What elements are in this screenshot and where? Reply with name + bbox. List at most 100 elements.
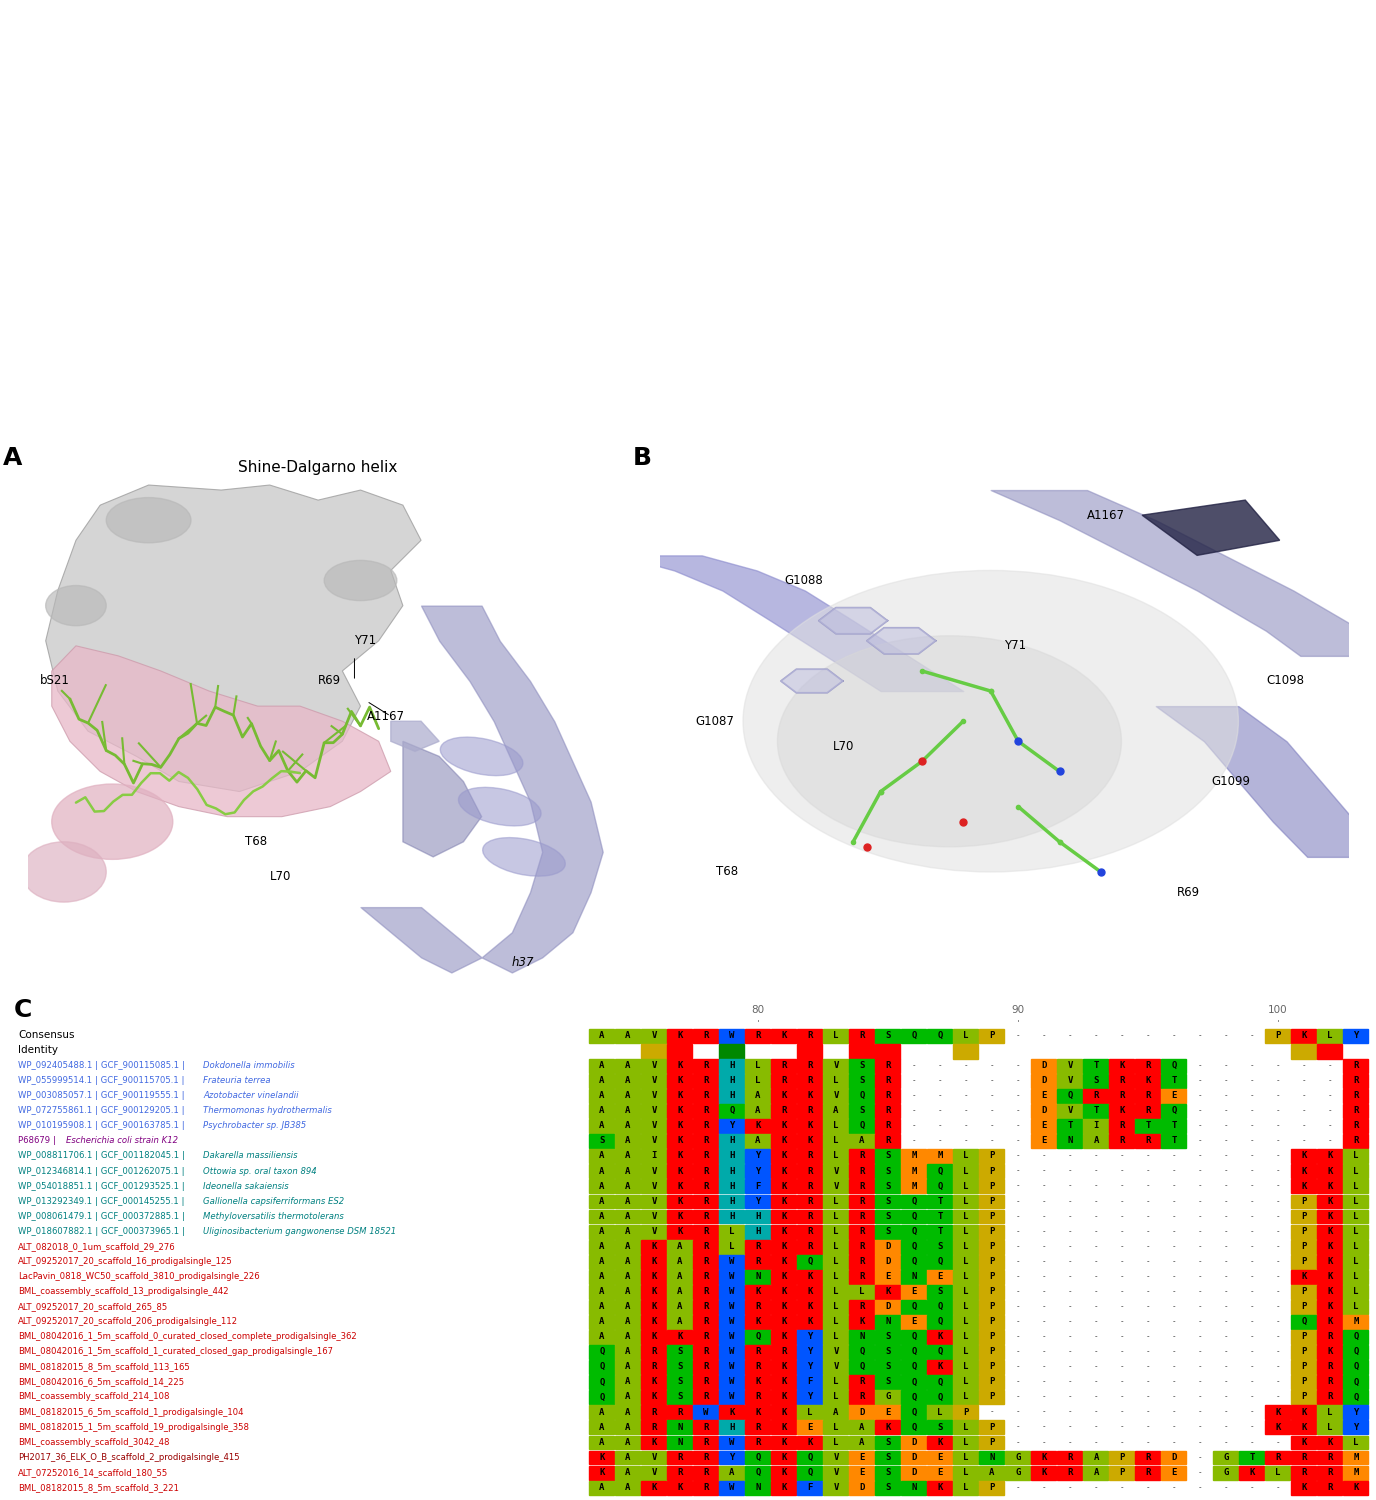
Text: Q: Q [911, 1257, 916, 1266]
Text: -: - [1015, 1422, 1021, 1431]
Bar [875, 1179, 900, 1194]
Text: R: R [1328, 1332, 1333, 1341]
Text: L70: L70 [270, 870, 292, 883]
Text: -: - [1068, 1272, 1072, 1281]
Bar [615, 1059, 640, 1072]
Text: V: V [651, 1197, 656, 1206]
Bar [823, 1300, 848, 1314]
Bar [797, 1029, 823, 1042]
Text: S: S [599, 1137, 604, 1146]
Bar [667, 1089, 692, 1102]
Bar [1031, 1466, 1057, 1479]
Text: WP_018607882.1 | GCF_000373965.1 |: WP_018607882.1 | GCF_000373965.1 | [18, 1227, 187, 1236]
Text: -: - [1015, 1152, 1021, 1161]
Text: K: K [1042, 1452, 1047, 1461]
Text: -: - [1276, 1212, 1281, 1221]
Bar [718, 1360, 744, 1374]
Text: T: T [1171, 1076, 1176, 1084]
Bar [589, 1179, 614, 1194]
Bar [744, 1164, 771, 1178]
Text: A: A [625, 1167, 630, 1176]
Text: R: R [808, 1182, 813, 1191]
Bar [718, 1376, 744, 1389]
Bar [901, 1194, 926, 1209]
Text: A: A [599, 1227, 604, 1236]
Text: N: N [911, 1272, 916, 1281]
Text: K: K [651, 1317, 656, 1326]
Bar [1291, 1390, 1317, 1404]
Bar [667, 1436, 692, 1449]
Text: -: - [1015, 1090, 1021, 1100]
Bar [1031, 1104, 1057, 1118]
Bar [823, 1104, 848, 1118]
Bar [1135, 1119, 1160, 1132]
Bar [641, 1376, 666, 1389]
Bar [1291, 1286, 1317, 1299]
Text: L: L [963, 1287, 969, 1296]
Text: -: - [1223, 1030, 1229, 1039]
Text: -: - [1094, 1272, 1098, 1281]
Text: K: K [808, 1437, 813, 1446]
Text: -: - [1276, 1090, 1281, 1100]
Bar [823, 1059, 848, 1072]
Bar [849, 1209, 874, 1224]
Bar [615, 1119, 640, 1132]
Text: -: - [1042, 1422, 1046, 1431]
Bar [797, 1360, 823, 1374]
Text: -: - [1120, 1484, 1124, 1492]
Text: S: S [885, 1212, 890, 1221]
Bar [875, 1194, 900, 1209]
Text: R: R [1119, 1122, 1124, 1131]
Text: L: L [1328, 1422, 1333, 1431]
Bar [641, 1089, 666, 1102]
Bar [694, 1286, 718, 1299]
Bar [1343, 1480, 1368, 1494]
Bar [1291, 1330, 1317, 1344]
Text: Q: Q [1171, 1060, 1176, 1070]
Bar [797, 1316, 823, 1329]
Text: -: - [1015, 1317, 1021, 1326]
Text: P: P [1276, 1030, 1281, 1039]
Text: A: A [859, 1437, 864, 1446]
Bar [667, 1029, 692, 1042]
Bar [694, 1209, 718, 1224]
Text: K: K [651, 1272, 656, 1281]
Text: R: R [1276, 1452, 1281, 1461]
Bar [771, 1480, 797, 1494]
Text: R: R [703, 1362, 709, 1371]
Text: -: - [1120, 1152, 1124, 1161]
Text: -: - [1068, 1152, 1072, 1161]
Bar [694, 1256, 718, 1269]
Bar [667, 1209, 692, 1224]
Text: R: R [703, 1090, 709, 1100]
Text: -: - [1328, 1107, 1332, 1116]
Text: V: V [651, 1122, 656, 1131]
Bar [1161, 1119, 1186, 1132]
Text: BML_coassembly_scaffold_214_108: BML_coassembly_scaffold_214_108 [18, 1392, 169, 1401]
Bar [589, 1239, 614, 1254]
Bar [641, 1044, 666, 1059]
Text: R: R [1354, 1122, 1359, 1131]
Text: -: - [912, 1122, 916, 1131]
Text: -: - [1197, 1377, 1203, 1386]
Text: Q: Q [755, 1452, 761, 1461]
Bar [615, 1256, 640, 1269]
Text: A: A [625, 1484, 630, 1492]
Text: -: - [1302, 1107, 1306, 1116]
Bar [954, 1480, 978, 1494]
Text: K: K [1328, 1227, 1333, 1236]
Bar [1343, 1450, 1368, 1464]
Text: S: S [885, 1362, 890, 1371]
Text: -: - [1015, 1257, 1021, 1266]
Text: K: K [937, 1484, 943, 1492]
Text: -: - [1249, 1407, 1255, 1416]
Text: ALT_07252016_14_scaffold_180_55: ALT_07252016_14_scaffold_180_55 [18, 1468, 168, 1478]
Bar [1161, 1466, 1186, 1479]
Text: -: - [1249, 1484, 1255, 1492]
Text: -: - [1120, 1182, 1124, 1191]
Text: R: R [782, 1076, 787, 1084]
Text: A: A [599, 1317, 604, 1326]
Text: K: K [755, 1377, 761, 1386]
Text: L: L [834, 1242, 839, 1251]
Text: -: - [1094, 1347, 1098, 1356]
